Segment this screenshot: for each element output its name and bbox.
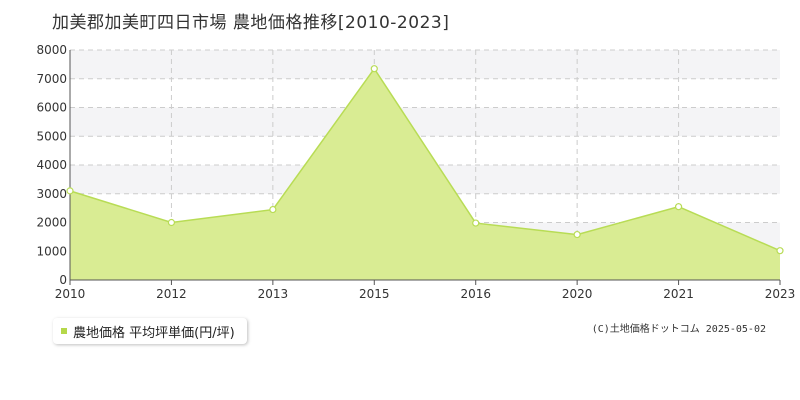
axes — [69, 50, 781, 285]
x-tick-label: 2016 — [460, 287, 491, 301]
data-point — [66, 187, 74, 195]
data-point — [573, 230, 581, 239]
data-point — [776, 247, 784, 255]
x-tick-label: 2010 — [55, 287, 86, 301]
copyright-text: (C)土地価格ドットコム 2025-05-02 — [591, 324, 766, 335]
legend: 農地価格 平均坪単価(円/坪) — [53, 318, 247, 344]
series-line — [69, 67, 781, 252]
chart-title: 加美郡加美町四日市場 農地価格推移[2010-2023] — [52, 13, 450, 33]
background-band — [70, 50, 780, 79]
y-tick-label: 5000 — [36, 129, 67, 143]
x-tick-label: 2012 — [156, 287, 187, 301]
y-tick-label: 4000 — [36, 158, 67, 172]
background-band — [70, 107, 780, 137]
y-tick-label: 8000 — [36, 43, 67, 57]
x-tick-label: 2020 — [562, 287, 593, 301]
data-point — [269, 205, 277, 214]
y-tick-label: 3000 — [36, 187, 67, 201]
data-point — [674, 203, 683, 211]
y-tick-label: 0 — [59, 273, 67, 287]
y-tick-label: 7000 — [36, 72, 67, 86]
data-point — [370, 65, 378, 73]
tick-labels: 0 1000 2000 3000 4000 5000 6000 7000 8000 2010 201… — [36, 43, 795, 301]
legend-swatch — [61, 328, 67, 334]
x-tick-label: 2021 — [663, 287, 694, 301]
data-point — [167, 218, 176, 227]
y-tick-label: 6000 — [36, 101, 67, 115]
series-area-fill — [70, 68, 780, 280]
data-point — [472, 219, 480, 227]
legend-label: 農地価格 平均坪単価(円/坪) — [73, 325, 235, 341]
series-area — [69, 67, 781, 280]
series-markers — [66, 65, 784, 255]
x-tick-label: 2015 — [359, 287, 390, 301]
x-tick-label: 2013 — [258, 287, 289, 301]
y-tick-label: 1000 — [36, 244, 67, 258]
y-tick-label: 2000 — [36, 216, 67, 230]
x-tick-label: 2023 — [765, 287, 796, 301]
